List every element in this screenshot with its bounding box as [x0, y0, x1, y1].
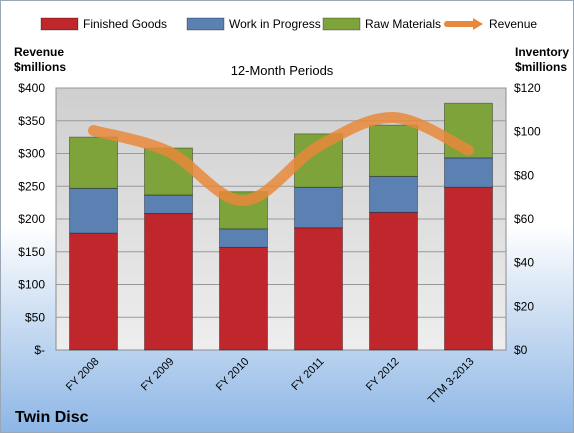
bar-finished-goods: [219, 246, 268, 351]
category-label: FY 2009: [139, 356, 177, 394]
category-label: TTM 3-2013: [426, 356, 477, 407]
left-tick-label: $400: [18, 81, 45, 95]
company-name: Twin Disc: [15, 409, 89, 426]
bar-work-in-progress: [144, 194, 193, 215]
right-tick-label: $120: [514, 81, 541, 95]
left-tick-label: $150: [18, 245, 45, 259]
left-tick-label: $200: [18, 212, 45, 226]
legend-swatch-raw-materials: [322, 17, 361, 31]
category-label: FY 2011: [289, 356, 326, 393]
legend-label-raw-materials: Raw Materials: [365, 17, 441, 31]
left-axis-title: $millions: [14, 60, 66, 74]
legend-swatch-work-in-progress: [186, 17, 225, 31]
right-tick-label: $80: [514, 168, 534, 182]
legend-swatch-finished-goods: [40, 17, 79, 31]
legend: Finished Goods Work in Progress Raw Materi…: [40, 17, 537, 31]
right-tick-label: $0: [514, 343, 528, 357]
right-axis-title: $millions: [515, 60, 567, 74]
bar-finished-goods: [69, 232, 118, 351]
right-tick-label: $20: [514, 299, 534, 313]
category-label: FY 2012: [364, 356, 402, 394]
legend-label-revenue: Revenue: [489, 17, 537, 31]
right-tick-label: $60: [514, 212, 534, 226]
bar-work-in-progress: [69, 187, 118, 234]
left-tick-label: $100: [18, 278, 45, 292]
bar-work-in-progress: [294, 186, 343, 229]
bars: [69, 102, 493, 351]
revenue-line: [88, 111, 474, 207]
gridlines: [56, 87, 506, 318]
legend-label-work-in-progress: Work in Progress: [229, 17, 321, 31]
left-tick-label: $-: [34, 343, 45, 357]
chart-title: 12-Month Periods: [231, 63, 334, 78]
bar-finished-goods: [444, 186, 493, 351]
left-tick-label: $250: [18, 179, 45, 193]
category-label: FY 2010: [214, 356, 252, 394]
bar-work-in-progress: [369, 175, 418, 213]
right-tick-label: $40: [514, 256, 534, 270]
bar-work-in-progress: [219, 228, 268, 248]
left-tick-label: $350: [18, 114, 45, 128]
bar-finished-goods: [144, 213, 193, 351]
bar-finished-goods: [369, 211, 418, 351]
left-axis-title: Revenue: [14, 45, 64, 59]
bar-raw-materials: [69, 136, 118, 189]
revenue-line-path: [88, 111, 474, 207]
bar-raw-materials: [369, 124, 418, 177]
legend-arrow: [473, 18, 483, 30]
right-tick-label: $100: [514, 125, 541, 139]
left-tick-label: $50: [25, 310, 45, 324]
legend-label-finished-goods: Finished Goods: [83, 17, 167, 31]
bar-work-in-progress: [444, 157, 493, 188]
category-label: FY 2008: [64, 356, 102, 394]
right-axis-title: Inventory: [515, 45, 569, 59]
left-tick-label: $300: [18, 147, 45, 161]
bar-finished-goods: [294, 227, 343, 351]
